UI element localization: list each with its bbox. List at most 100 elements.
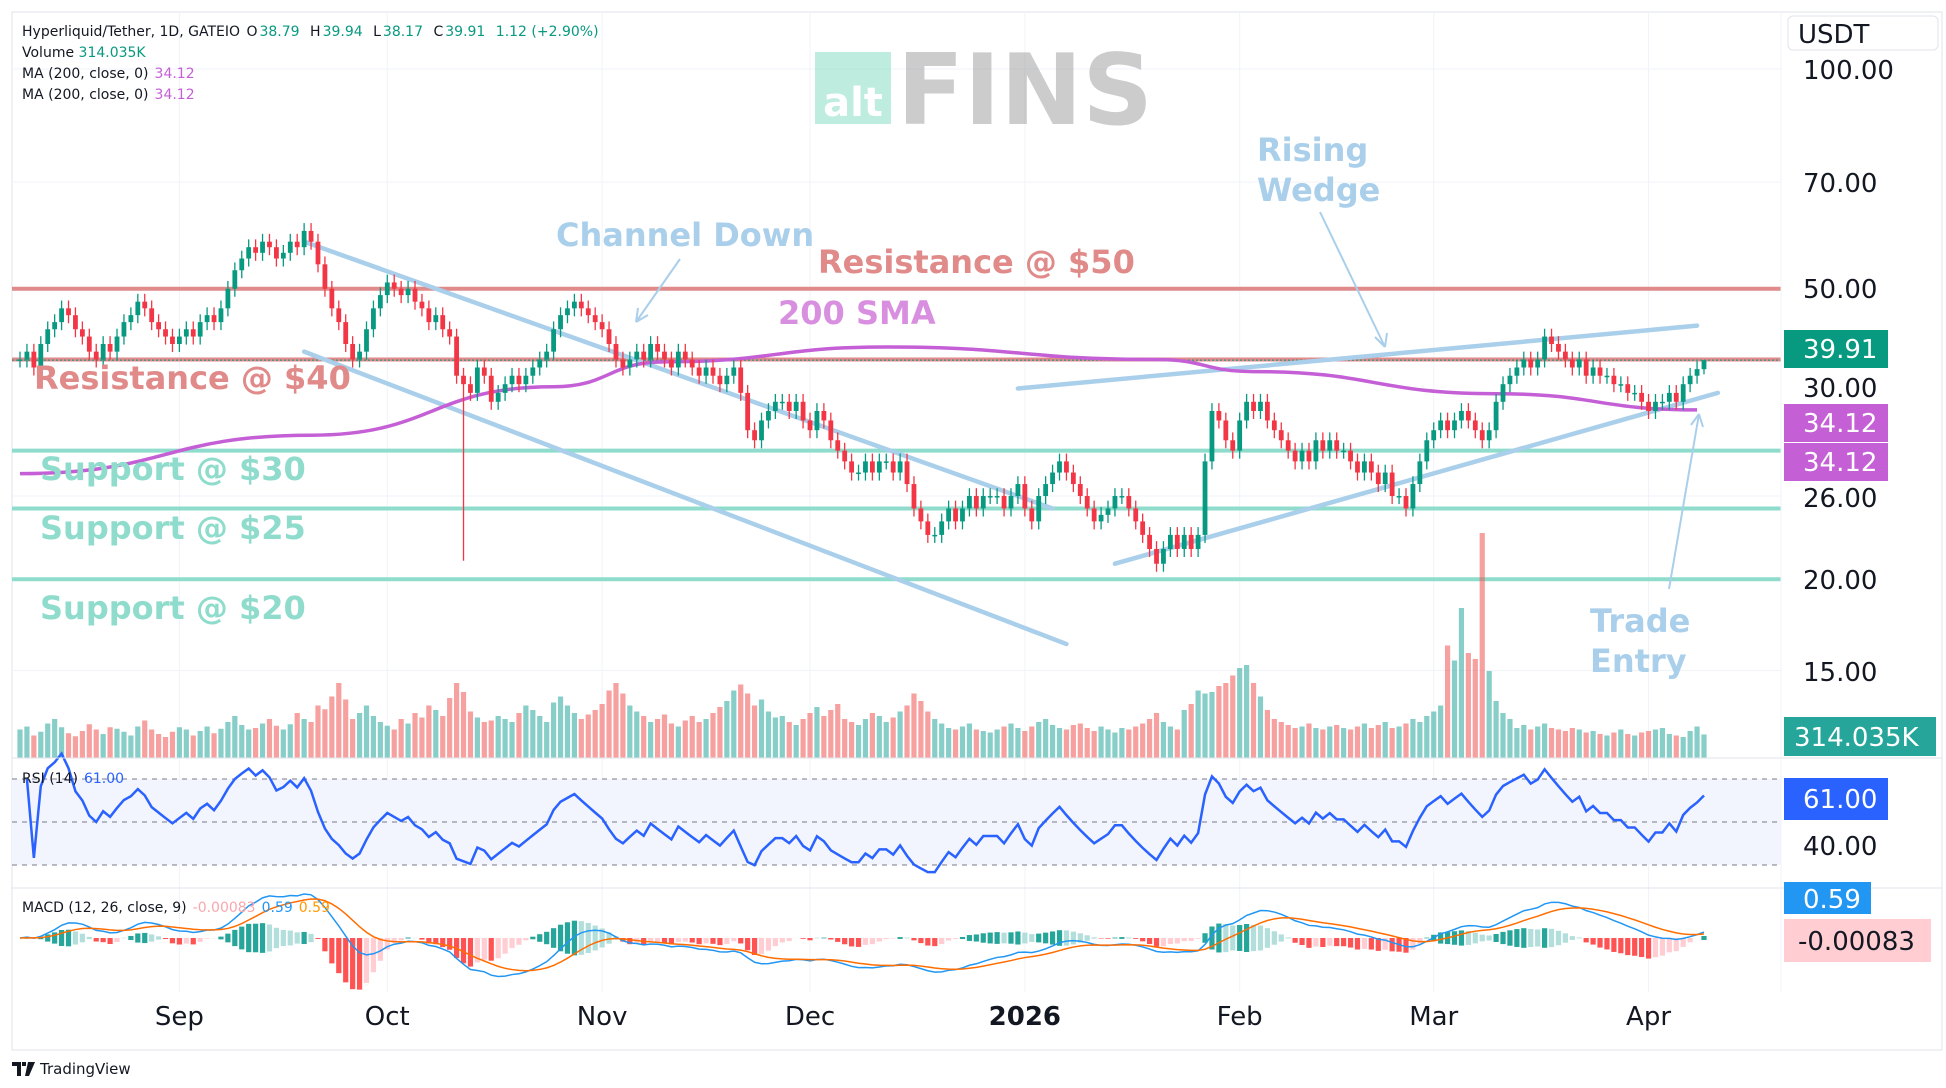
candle: [1687, 367, 1693, 393]
macd-histogram-bar: [654, 938, 661, 942]
volume-bar: [523, 705, 529, 758]
volume-bar: [537, 716, 543, 758]
volume-bar: [883, 722, 889, 758]
macd-histogram-bar: [1410, 938, 1416, 950]
currency-button[interactable]: [1787, 15, 1939, 51]
candle-body: [156, 322, 161, 330]
candle: [890, 453, 896, 481]
volume-bar: [1271, 719, 1277, 758]
candle: [1472, 412, 1478, 439]
ma-legend-1[interactable]: MA (200, close, 0) 34.12: [22, 66, 195, 82]
volume-bar: [412, 713, 418, 758]
volume-bar: [862, 719, 869, 758]
candle-body: [461, 375, 466, 385]
candle-body: [1174, 534, 1180, 549]
candle: [1362, 453, 1367, 481]
candle: [682, 343, 688, 368]
macd-histogram-bar: [1167, 938, 1173, 945]
candle: [883, 453, 889, 470]
volume-bar: [869, 713, 875, 758]
candle: [1119, 488, 1125, 505]
candle-body: [1064, 461, 1069, 473]
candle-body: [1057, 461, 1062, 473]
candle-body: [1368, 461, 1374, 473]
candle: [1251, 393, 1256, 420]
candle: [766, 403, 771, 429]
volume-bar: [911, 693, 917, 758]
candle: [17, 351, 23, 368]
candle-body: [606, 329, 612, 344]
candle: [1195, 527, 1201, 558]
macd-histogram-bar: [1687, 938, 1693, 943]
macd-histogram-bar: [100, 938, 106, 943]
macd-histogram-bar: [1479, 934, 1485, 942]
candle-body: [1445, 420, 1450, 431]
macd-legend[interactable]: MACD (12, 26, close, 9) -0.00083 0.59 0.59: [22, 900, 330, 916]
candle: [190, 321, 196, 345]
volume-bar: [58, 727, 65, 758]
macd-histogram-bar: [79, 933, 85, 943]
candle-body: [1251, 401, 1256, 411]
volume-bar: [315, 705, 321, 758]
candle-body: [45, 329, 51, 344]
candle: [558, 307, 563, 338]
candle: [1230, 432, 1236, 459]
volume-bar: [363, 705, 370, 758]
rsi-value: 61.00: [83, 771, 125, 787]
volume-bar: [128, 735, 134, 758]
candle: [1389, 464, 1395, 505]
volume-legend[interactable]: Volume 314.035K: [22, 45, 152, 61]
candle-body: [544, 351, 550, 360]
candle: [994, 488, 1000, 505]
support-20-label: Support @ $20: [40, 589, 306, 627]
volume-bar: [1237, 668, 1243, 758]
candle: [1154, 541, 1159, 572]
rsi-legend[interactable]: RSI (14) 61.00: [22, 771, 124, 787]
price-axis[interactable]: USDT 100.00 70.00 50.00 30.00 26.00 20.0…: [1784, 15, 1939, 962]
candle: [1077, 476, 1083, 505]
price-tick: 70.00: [1803, 169, 1877, 199]
candle-body: [1216, 410, 1222, 421]
macd-histogram-bar: [904, 937, 910, 939]
candle-body: [1265, 401, 1270, 421]
macd-hist-badge-text: -0.00083: [1798, 927, 1915, 957]
candle: [232, 262, 238, 297]
volume-bar: [1666, 734, 1672, 758]
volume-bar: [370, 716, 377, 758]
candle: [1299, 442, 1305, 470]
macd-histogram-bar: [862, 938, 869, 945]
volume-bar: [724, 701, 730, 758]
candle-body: [696, 367, 702, 376]
candle: [932, 527, 938, 543]
candle: [176, 328, 182, 353]
volume-bar: [980, 731, 986, 758]
volume-bar: [1306, 723, 1312, 758]
macd-histogram-bar: [807, 938, 813, 941]
candle: [1140, 513, 1146, 543]
macd-histogram-bar: [1299, 938, 1305, 946]
candle: [239, 250, 245, 279]
macd-histogram-bar: [1084, 935, 1090, 941]
volume-bars: [17, 533, 1707, 758]
candle: [1452, 412, 1457, 439]
candle-body: [1292, 450, 1298, 462]
time-axis[interactable]: Sep Oct Nov Dec 2026 Feb Mar Apr: [155, 1002, 1671, 1032]
candle: [578, 293, 584, 317]
candle-body: [793, 401, 799, 411]
volume-bar: [384, 725, 390, 758]
volume-bar: [225, 722, 231, 758]
macd-histogram-bar: [350, 938, 356, 990]
macd-histogram-bar: [1292, 938, 1298, 943]
macd-histogram-bar: [280, 929, 286, 947]
candle-body: [1452, 420, 1457, 431]
volume-bar: [246, 729, 252, 758]
tradingview-logo[interactable]: TradingView: [12, 1060, 131, 1078]
volume-bar: [114, 728, 120, 758]
candle-body: [1050, 472, 1055, 485]
ma-legend-2[interactable]: MA (200, close, 0) 34.12: [22, 87, 195, 103]
candle-body: [274, 247, 279, 259]
candle-body: [398, 288, 404, 296]
candle: [689, 351, 695, 376]
